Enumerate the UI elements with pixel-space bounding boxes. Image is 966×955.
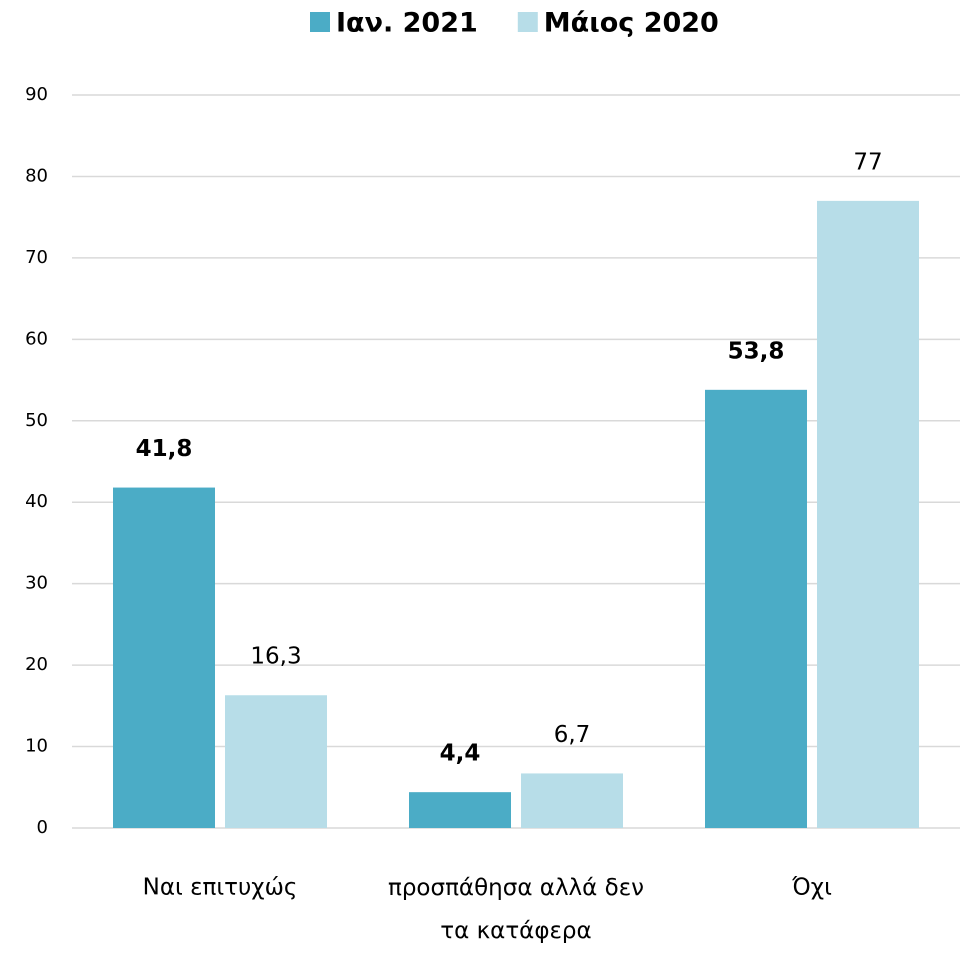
y-tick-label: 0 [37,817,48,838]
legend-label: Ιαν. 2021 [336,8,478,39]
x-tick-label: προσπάθησα αλλά δεν τα κατάφερα [388,875,644,944]
value-label: 41,8 [136,436,193,462]
bar [817,200,919,828]
y-tick-label: 10 [25,736,48,757]
bar [409,792,511,828]
y-tick-label: 70 [25,247,48,268]
x-tick-label: Όχι [791,875,832,901]
legend-label: Μάιος 2020 [544,8,719,39]
value-label: 4,4 [440,741,481,767]
x-tick-label: Ναι επιτυχώς [143,875,298,901]
y-tick-label: 20 [25,654,48,675]
legend-swatch [310,12,330,32]
bar [225,695,327,828]
y-tick-label: 90 [25,84,48,105]
bar [113,487,215,828]
value-label: 16,3 [250,644,301,670]
legend-swatch [517,12,538,32]
value-label: 6,7 [554,722,591,748]
y-tick-label: 50 [25,410,48,431]
y-tick-label: 30 [25,573,48,594]
value-label: 53,8 [728,338,785,364]
value-label: 77 [853,149,882,175]
y-tick-label: 80 [25,165,48,186]
bar [521,773,623,828]
bar [705,389,807,828]
y-tick-label: 40 [25,491,48,512]
y-tick-label: 60 [25,328,48,349]
